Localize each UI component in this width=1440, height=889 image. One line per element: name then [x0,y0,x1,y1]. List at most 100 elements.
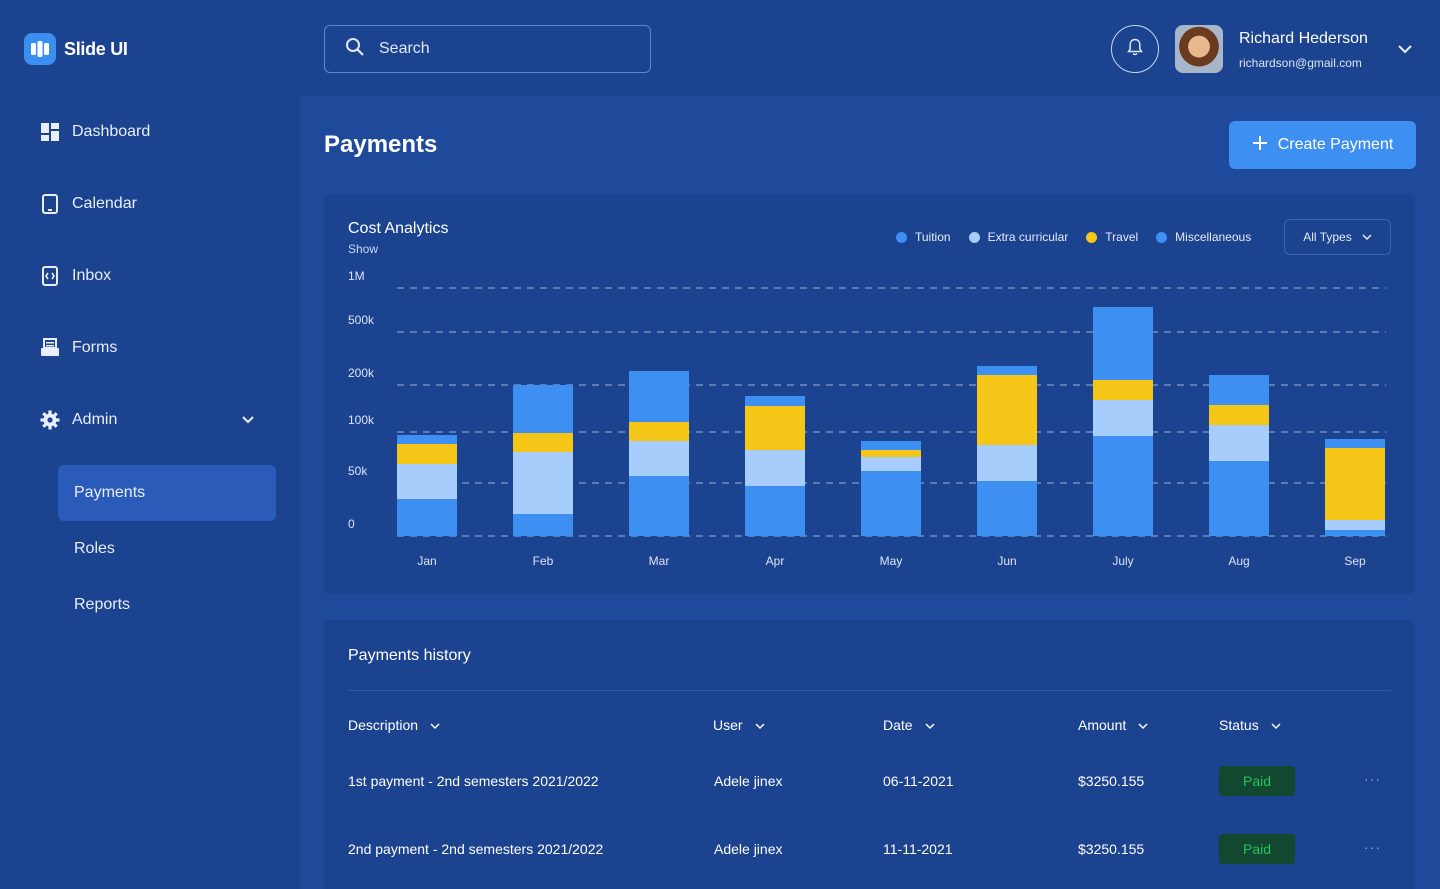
column-label: Description [348,717,419,733]
legend-label: Miscellaneous [1175,230,1252,244]
cell-user: Adele jinex [714,773,783,789]
bar-segment-extra-curricular [397,464,457,499]
bar-segment-travel [629,422,689,441]
x-tick-label: Jan [417,554,436,568]
bar-segment-extra-curricular [1325,520,1385,530]
bar-segment-miscellaneous [397,435,457,444]
bar-segment-miscellaneous [745,396,805,406]
forms-icon [40,338,60,358]
search-box[interactable] [324,25,651,73]
bar-segment-miscellaneous [1325,439,1385,448]
history-title: Payments history [348,647,471,664]
column-header-amount[interactable]: Amount [1078,717,1148,733]
chevron-down-icon [925,717,935,733]
search-input[interactable] [379,40,619,58]
bar-segment-miscellaneous [513,385,573,433]
bar-segment-tuition [745,486,805,536]
plus-icon [1252,135,1268,156]
chart-subtitle: Show [348,242,379,256]
bar-segment-tuition [1093,436,1153,536]
x-tick-label: Mar [649,554,670,568]
legend-label: Extra curricular [987,230,1069,244]
x-tick-label: Jun [997,554,1016,568]
column-header-user[interactable]: User [713,717,765,733]
legend-dot [968,231,980,243]
chevron-down-icon[interactable] [240,412,256,433]
bar-segment-miscellaneous [861,441,921,450]
cost-analytics-chart: 0 50k 100k 200k 500k 1M Jan Feb Mar Apr May Jun July… [348,269,1386,568]
user-name: Richard Hederson [1239,30,1368,47]
sidebar: Slide UI Dashboard Calendar Inbox Forms … [0,0,300,889]
sidebar-item-label: Roles [74,540,115,557]
gear-icon [40,410,60,430]
sidebar-item-admin[interactable]: Admin [40,410,117,430]
column-label: Amount [1078,717,1127,733]
bar-segment-tuition [861,471,921,536]
user-email: richardson@gmail.com [1239,56,1362,70]
sidebar-item-reports[interactable]: Reports [58,577,276,633]
chart-title: Cost Analytics [348,220,449,237]
bar-segment-extra-curricular [1209,425,1269,461]
cell-description: 2nd payment - 2nd semesters 2021/2022 [348,841,604,857]
bar-segment-extra-curricular [629,441,689,476]
column-label: Date [883,717,913,733]
chevron-down-icon[interactable] [1397,42,1413,60]
cell-date: 11-11-2021 [883,841,953,857]
type-filter-select[interactable]: All Types [1284,219,1391,255]
bar-segment-travel [977,375,1037,445]
cost-analytics-card: 0 50k 100k 200k 500k 1M Jan Feb Mar Apr May Jun July… [324,194,1415,594]
sidebar-item-forms[interactable]: Forms [40,338,117,358]
bar-segment-travel [1209,405,1269,425]
sidebar-item-label: Payments [74,484,146,501]
x-tick-label: July [1112,554,1133,568]
column-header-status[interactable]: Status [1219,717,1281,733]
app-name: Slide UI [64,38,128,59]
notifications-button[interactable] [1111,25,1159,73]
bar-segment-tuition [513,514,573,536]
x-tick-label: Sep [1344,554,1366,568]
sidebar-item-label: Reports [74,596,131,613]
chevron-down-icon [1362,230,1372,244]
y-tick-label: 50k [348,464,368,478]
sidebar-item-label: Inbox [72,267,112,284]
bar-segment-tuition [1209,461,1269,536]
sidebar-item-roles[interactable]: Roles [58,521,276,577]
x-tick-label: Apr [766,554,785,568]
sidebar-item-calendar[interactable]: Calendar [40,194,137,214]
status-badge: Paid [1219,834,1295,864]
cell-user: Adele jinex [714,841,783,857]
legend-item-extra: Extra curricular [968,230,1069,244]
chevron-down-icon [755,717,765,733]
top-header: Richard Hederson richardson@gmail.com [300,0,1440,96]
bar-segment-travel [1093,380,1153,400]
create-payment-label: Create Payment [1277,136,1394,153]
bar-segment-tuition [1325,530,1385,536]
sidebar-item-inbox[interactable]: Inbox [40,266,111,286]
bar-segment-extra-curricular [977,445,1037,481]
column-header-description[interactable]: Description [348,717,440,733]
sidebar-item-dashboard[interactable]: Dashboard [40,122,150,142]
payments-history-card: Payments history Description User Date A… [324,620,1415,889]
legend-label: Tuition [915,230,951,244]
cell-amount: $3250.155 [1078,841,1145,857]
row-menu-button[interactable]: ··· [1364,839,1381,855]
column-label: User [713,717,743,733]
column-header-date[interactable]: Date [883,717,935,733]
avatar[interactable] [1175,25,1223,73]
y-tick-label: 100k [348,413,375,427]
y-tick-label: 0 [348,517,355,531]
dashboard-icon [40,122,60,142]
bar-segment-travel [1325,448,1385,520]
sidebar-item-label: Calendar [72,195,137,212]
bar-segment-extra-curricular [513,452,573,514]
bar-segment-travel [745,406,805,450]
app-logo[interactable]: Slide UI [24,33,128,65]
inbox-icon [40,266,60,286]
row-menu-button[interactable]: ··· [1364,771,1381,787]
create-payment-button[interactable]: Create Payment [1229,121,1416,169]
legend-dot [1156,231,1168,243]
sidebar-item-payments[interactable]: Payments [58,465,276,521]
chart-legend: Tuition Extra curricular Travel Miscella… [896,230,1251,244]
sidebar-item-label: Forms [72,339,118,356]
cell-amount: $3250.155 [1078,773,1145,789]
